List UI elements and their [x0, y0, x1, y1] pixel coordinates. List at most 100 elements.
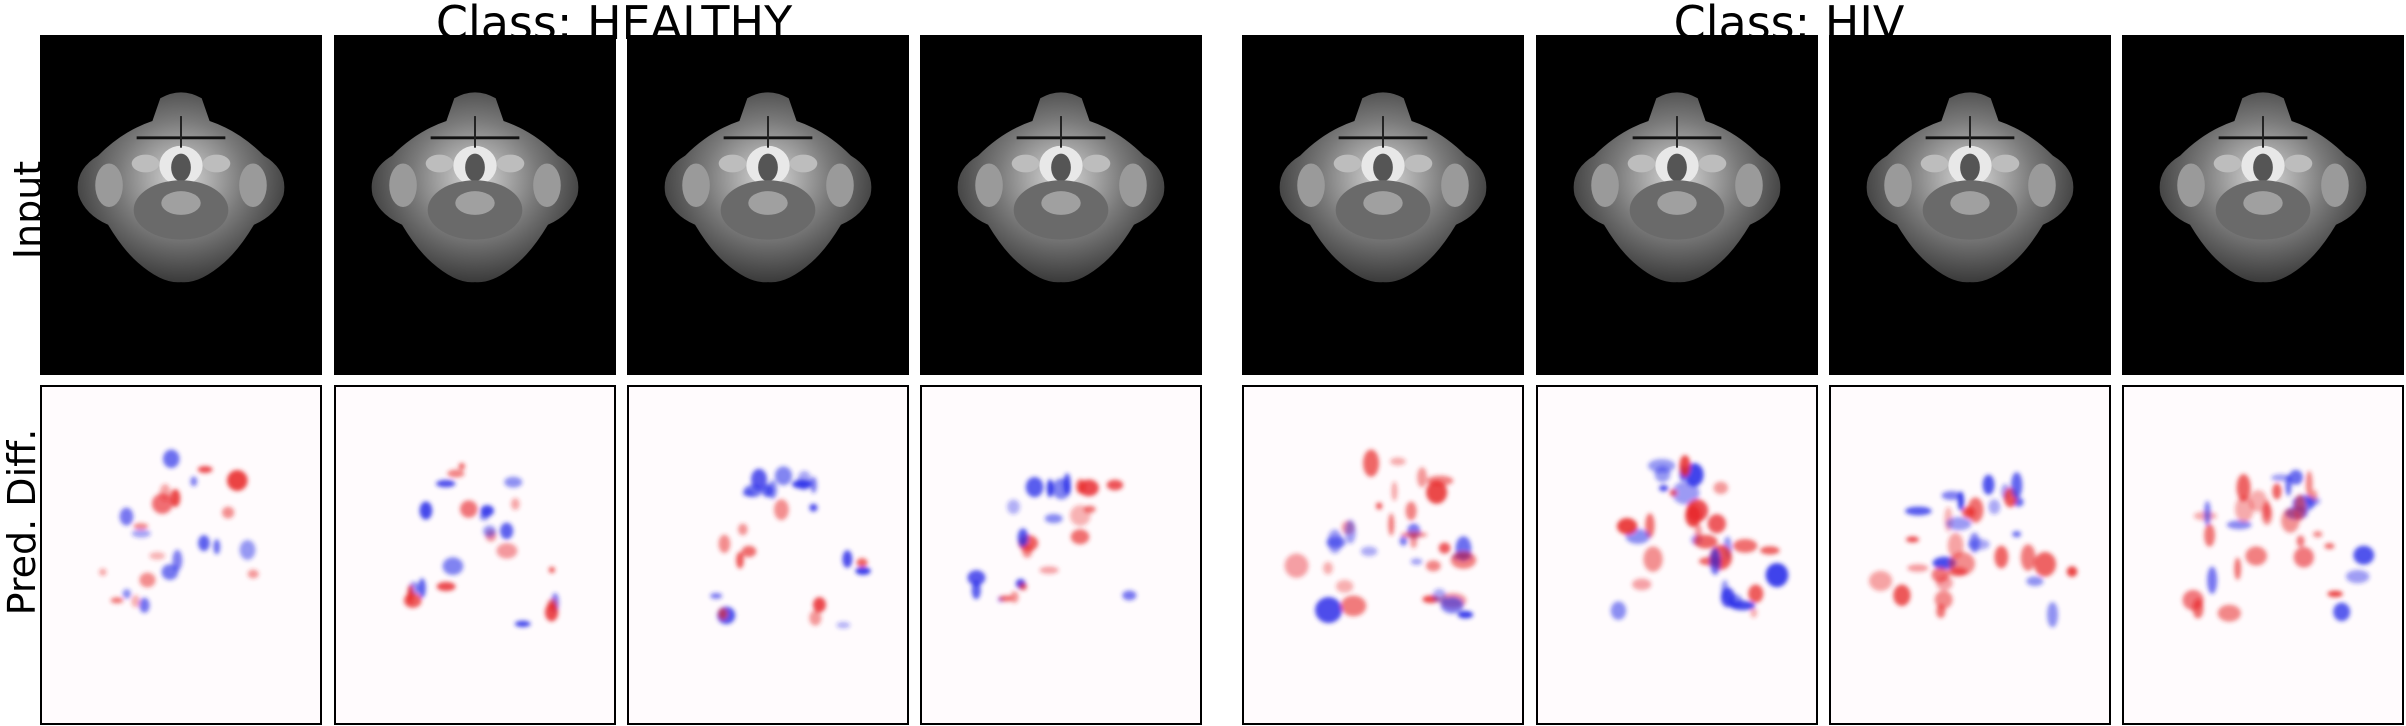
negative-diff-blob — [2345, 569, 2370, 584]
positive-diff-blob — [403, 592, 422, 608]
negative-diff-blob — [172, 549, 183, 571]
positive-diff-blob — [1748, 584, 1764, 603]
brain-slice — [1866, 92, 2074, 283]
positive-diff-blob — [1070, 529, 1090, 545]
positive-diff-blob — [1643, 546, 1663, 572]
negative-diff-blob — [1648, 458, 1676, 473]
brain-slice — [957, 92, 1165, 283]
pred-diff-map-healthy-3 — [627, 385, 909, 725]
input-image-healthy-3 — [627, 35, 909, 375]
pred-diff-map-healthy-4 — [920, 385, 1202, 725]
positive-diff-blob — [1018, 582, 1028, 591]
positive-diff-blob — [998, 595, 1013, 602]
negative-diff-blob — [2046, 601, 2059, 628]
negative-diff-blob — [1457, 610, 1474, 619]
positive-diff-blob — [1750, 607, 1758, 618]
negative-diff-blob — [1399, 536, 1408, 546]
positive-diff-blob — [2294, 494, 2306, 521]
positive-diff-blob — [1388, 513, 1395, 536]
positive-diff-blob — [1106, 479, 1124, 491]
positive-diff-blob — [1039, 566, 1059, 574]
positive-diff-blob — [809, 610, 822, 626]
negative-diff-blob — [190, 476, 198, 487]
positive-diff-blob — [2310, 489, 2318, 501]
negative-diff-blob — [1440, 596, 1464, 614]
positive-diff-blob — [2324, 543, 2335, 550]
pred-diff-map-hiv-2 — [1536, 385, 1818, 725]
positive-diff-blob — [736, 551, 744, 569]
negative-diff-blob — [855, 566, 871, 576]
brain-slice — [664, 92, 872, 283]
input-image-hiv-1 — [1242, 35, 1524, 375]
positive-diff-blob — [856, 558, 868, 568]
positive-diff-blob — [1632, 578, 1652, 591]
negative-diff-blob — [1360, 546, 1378, 557]
positive-diff-blob — [2234, 557, 2242, 580]
negative-diff-blob — [2011, 472, 2023, 499]
input-image-hiv-3 — [1829, 35, 2111, 375]
negative-diff-blob — [504, 476, 523, 488]
positive-diff-blob — [460, 500, 478, 518]
negative-diff-blob — [751, 468, 768, 490]
positive-diff-blob — [1417, 467, 1427, 488]
negative-diff-blob — [1720, 587, 1736, 608]
positive-diff-blob — [458, 462, 466, 470]
positive-diff-blob — [1733, 538, 1758, 553]
negative-diff-blob — [809, 503, 818, 512]
negative-diff-blob — [836, 621, 851, 629]
negative-diff-blob — [1051, 478, 1071, 500]
positive-diff-blob — [1438, 542, 1451, 554]
negative-diff-blob — [2271, 474, 2291, 482]
positive-diff-blob — [436, 581, 456, 592]
negative-diff-blob — [2207, 566, 2218, 595]
positive-diff-blob — [2293, 546, 2314, 568]
negative-diff-blob — [1344, 519, 1356, 544]
negative-diff-blob — [1765, 563, 1789, 588]
positive-diff-blob — [1967, 497, 1984, 523]
negative-diff-blob — [1988, 499, 2001, 515]
positive-diff-blob — [717, 607, 728, 620]
negative-diff-blob — [2288, 469, 2303, 485]
negative-diff-blob — [479, 512, 489, 521]
positive-diff-blob — [2066, 566, 2078, 577]
positive-diff-blob — [812, 597, 826, 613]
negative-diff-blob — [418, 578, 426, 598]
negative-diff-blob — [1982, 474, 1995, 495]
positive-diff-blob — [1363, 449, 1380, 477]
negative-diff-blob — [131, 529, 151, 538]
negative-diff-blob — [1025, 476, 1044, 498]
positive-diff-blob — [2235, 495, 2254, 523]
positive-diff-blob — [2217, 604, 2241, 622]
input-image-hiv-2 — [1536, 35, 1818, 375]
negative-diff-blob — [2333, 602, 2351, 622]
positive-diff-blob — [1934, 590, 1953, 609]
pred-diff-map-hiv-4 — [2122, 385, 2404, 725]
negative-diff-blob — [1007, 499, 1020, 515]
pred-diff-map-hiv-3 — [1829, 385, 2111, 725]
negative-diff-blob — [743, 484, 763, 498]
negative-diff-blob — [514, 620, 531, 628]
positive-diff-blob — [1685, 504, 1702, 528]
brain-slice — [1573, 92, 1781, 283]
negative-diff-blob — [1709, 547, 1721, 575]
positive-diff-blob — [1760, 546, 1780, 555]
positive-diff-blob — [1907, 564, 1929, 572]
negative-diff-blob — [971, 580, 981, 600]
brain-slice — [1279, 92, 1487, 283]
positive-diff-blob — [1906, 536, 1920, 543]
negative-diff-blob — [1017, 528, 1029, 548]
negative-diff-blob — [2012, 530, 2022, 538]
positive-diff-blob — [1010, 591, 1019, 603]
positive-diff-blob — [548, 566, 556, 574]
pred-diff-map-hiv-1 — [1242, 385, 1524, 725]
negative-diff-blob — [436, 479, 456, 488]
positive-diff-blob — [131, 595, 141, 608]
negative-diff-blob — [2285, 475, 2292, 496]
negative-diff-blob — [442, 557, 464, 576]
negative-diff-blob — [762, 484, 774, 498]
positive-diff-blob — [510, 498, 520, 511]
negative-diff-blob — [792, 479, 812, 489]
negative-diff-blob — [1432, 588, 1447, 603]
negative-diff-blob — [1957, 491, 1965, 511]
positive-diff-blob — [1426, 480, 1448, 504]
